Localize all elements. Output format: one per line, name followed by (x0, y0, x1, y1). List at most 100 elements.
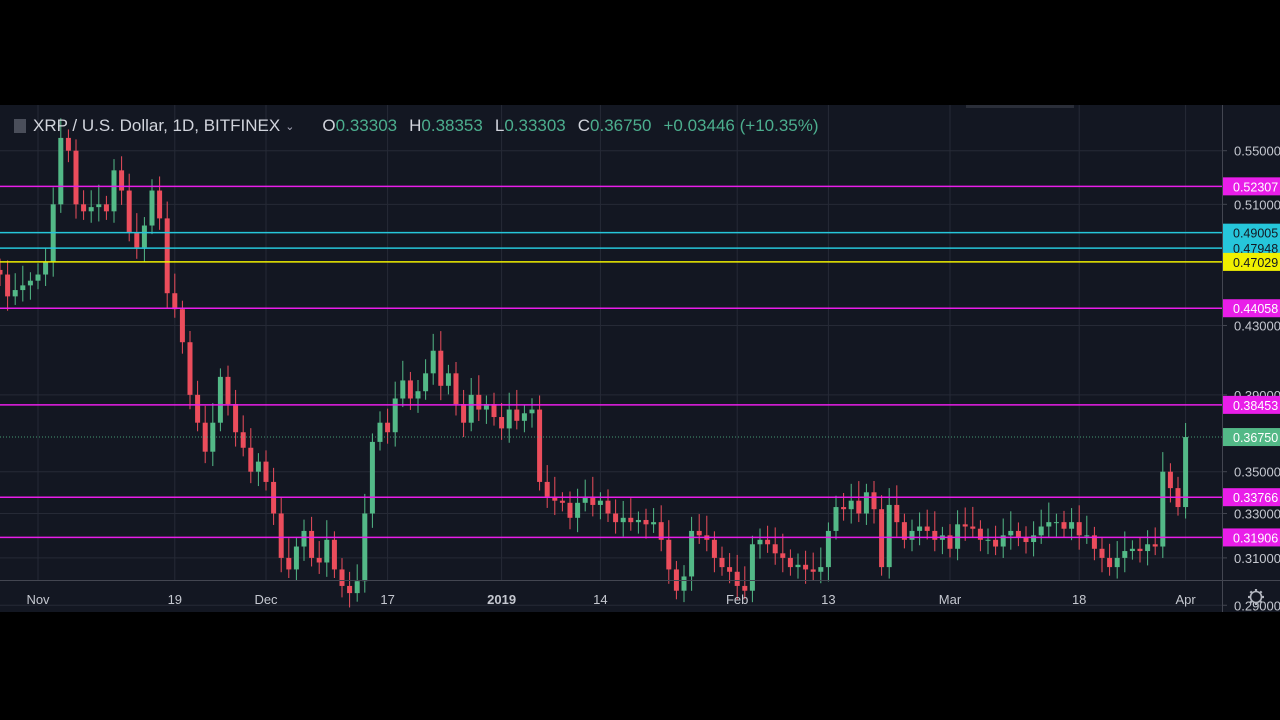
candle-body (985, 539, 991, 541)
candle (293, 538, 299, 581)
low-label: L (494, 116, 505, 135)
chevron-down-icon[interactable]: ⌄ (285, 120, 295, 133)
candle-body (217, 376, 223, 423)
candle (514, 389, 520, 430)
candle (962, 507, 968, 541)
candle-body (339, 569, 345, 586)
time-tick-label: Feb (726, 592, 748, 607)
candle-body (88, 207, 94, 212)
candle-body (1008, 530, 1014, 536)
candle-body (856, 500, 862, 514)
price-tick-label: 0.51000 (1234, 197, 1280, 212)
price-tick-labels: 0.550000.510000.430000.390000.350000.330… (1222, 144, 1280, 612)
candle (757, 528, 763, 559)
gear-icon[interactable] (1248, 589, 1264, 605)
price-tick-label: 0.33000 (1234, 506, 1280, 521)
candle (886, 488, 892, 579)
candle-body (1152, 544, 1158, 547)
candle (157, 176, 163, 230)
candle-body (331, 539, 337, 570)
candle (537, 395, 543, 491)
price-tick-label: 0.35000 (1234, 465, 1280, 480)
candle (202, 405, 208, 464)
candle-body (575, 502, 581, 518)
candle-body (833, 507, 839, 531)
candle-body (385, 422, 391, 433)
candle-body (727, 567, 733, 572)
candle-body (210, 422, 216, 452)
close-label: C (577, 116, 591, 135)
candle-body (932, 530, 938, 540)
candle-body (894, 504, 900, 523)
candle (1099, 537, 1105, 573)
candle (369, 433, 375, 528)
level-badge-label: 0.36750 (1233, 431, 1278, 445)
candle-body (430, 350, 436, 374)
candle (225, 365, 231, 416)
candle (977, 520, 983, 552)
candle-body (1015, 530, 1021, 538)
candle (521, 404, 527, 433)
candle-body (1137, 548, 1143, 552)
candle (628, 498, 634, 531)
candle (210, 403, 216, 467)
candle (742, 566, 748, 600)
candle (635, 511, 641, 534)
candle (1145, 530, 1151, 566)
candle-body (179, 309, 185, 343)
level-badge-label: 0.44058 (1233, 302, 1278, 316)
candle (119, 156, 125, 205)
candle (263, 450, 269, 491)
candle (179, 300, 185, 354)
candle (1084, 515, 1090, 544)
candle (848, 483, 854, 524)
candle-body (119, 170, 125, 191)
candle-body (620, 517, 626, 523)
candle-body (1031, 535, 1037, 543)
high-value: 0.38353 (421, 116, 483, 135)
candle-body (255, 461, 261, 472)
candle (734, 554, 740, 601)
candle (1015, 522, 1021, 547)
chart-panel[interactable]: 0.55000 0.51000 0.43000 0.39000 0.35000 0.330… (0, 105, 1280, 612)
candle-body (1000, 535, 1006, 547)
candle (286, 538, 292, 579)
candle-body (1099, 548, 1105, 558)
candle-body (962, 524, 968, 527)
candle-body (126, 190, 132, 233)
candle-body (5, 274, 11, 297)
level-badge (1223, 299, 1280, 318)
candle (1038, 509, 1044, 544)
candle-body (149, 190, 155, 226)
candle (939, 526, 945, 555)
candle-body (263, 461, 269, 482)
candle (141, 217, 147, 262)
candle-body (666, 539, 672, 570)
candle-body (301, 530, 307, 547)
level-badge-label: 0.38453 (1233, 399, 1278, 413)
time-tick-label: 18 (1072, 592, 1086, 607)
candle-body (658, 522, 664, 540)
symbol-icon[interactable] (14, 119, 26, 133)
time-tick-label: 13 (821, 592, 835, 607)
candle-body (841, 507, 847, 510)
price-chart[interactable]: 0.550000.510000.430000.390000.350000.330… (0, 105, 1280, 612)
candle (1114, 541, 1120, 579)
candle-body (924, 526, 930, 531)
candle (803, 550, 809, 584)
candle-body (293, 546, 299, 570)
candle (1053, 513, 1059, 537)
candle-body (1038, 526, 1044, 536)
candle (377, 411, 383, 451)
candle-body (111, 170, 117, 212)
candle-body (35, 274, 41, 281)
candle-body (1023, 537, 1029, 543)
symbol-title[interactable]: XRP / U.S. Dollar, 1D, BITFINEX (33, 116, 281, 135)
candle (103, 195, 109, 220)
level-badge (1223, 395, 1280, 414)
level-badge (1223, 488, 1280, 507)
candle (1183, 422, 1189, 519)
candle-body (286, 557, 292, 570)
candle-body (1061, 522, 1067, 529)
candle-body (689, 530, 695, 577)
